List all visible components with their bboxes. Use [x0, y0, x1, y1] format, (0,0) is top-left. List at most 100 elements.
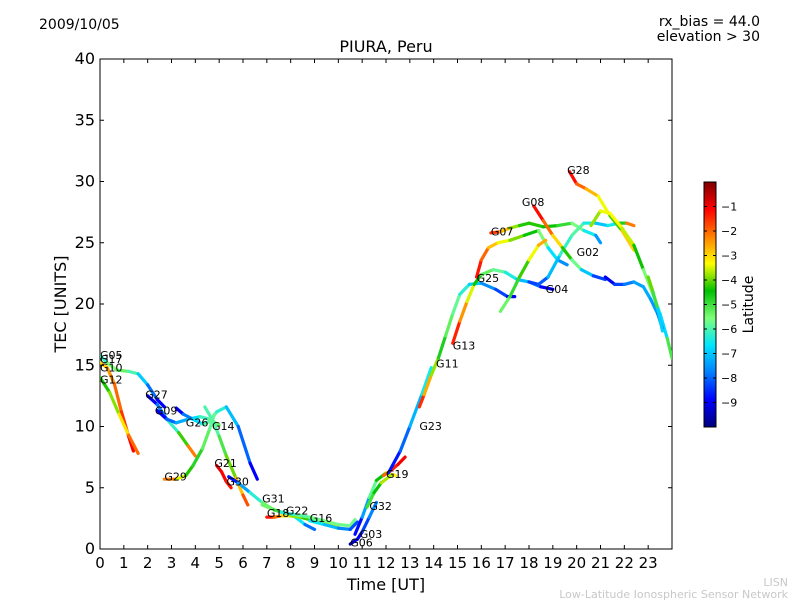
- series-g06: [348, 500, 379, 546]
- x-tick-label: 8: [286, 554, 296, 572]
- colorbar-tick-label: −3: [721, 250, 737, 263]
- series-segment: [336, 526, 352, 532]
- series-segment: [532, 204, 545, 223]
- series-segment: [241, 493, 250, 507]
- series-segment: [184, 464, 195, 478]
- colorbar-tick-label: −8: [721, 372, 737, 385]
- colorbar-tick-label: −1: [721, 201, 737, 214]
- series-segment: [348, 517, 357, 528]
- satellite-label: G09: [155, 404, 178, 417]
- series-segment: [665, 336, 672, 360]
- x-tick-label: 5: [214, 554, 224, 572]
- satellite-label: G22: [286, 505, 309, 518]
- series-g23: [386, 366, 433, 475]
- satellite-label: G17: [100, 353, 123, 366]
- colorbar-tick-label: −4: [721, 274, 737, 287]
- series-segment: [546, 246, 560, 262]
- elevation-label: elevation > 30: [656, 29, 760, 45]
- series-segment: [608, 211, 624, 230]
- x-tick-label: 21: [591, 554, 610, 572]
- series-segment: [498, 295, 512, 313]
- series-segment: [398, 424, 412, 453]
- series-segment: [308, 515, 326, 523]
- series-segment: [146, 383, 159, 402]
- series-segment: [322, 522, 340, 530]
- rx-bias-label: rx_bias = 44.0: [658, 14, 760, 30]
- x-tick-label: 3: [167, 554, 177, 572]
- series-g18: [265, 514, 302, 519]
- series-segment: [379, 473, 393, 485]
- series-segment: [408, 393, 424, 429]
- x-tick-label: 17: [496, 554, 515, 572]
- satellite-label: G16: [310, 512, 333, 525]
- series-segment: [536, 228, 550, 250]
- series-segment: [536, 275, 550, 286]
- y-tick-label: 30: [75, 172, 95, 191]
- series-segment: [360, 515, 371, 534]
- series-g08: [532, 204, 607, 282]
- series-segment: [174, 417, 190, 425]
- series-segment: [200, 427, 212, 451]
- y-tick-label: 0: [85, 539, 95, 558]
- y-tick-label: 5: [85, 478, 95, 497]
- series-g12: [100, 375, 140, 456]
- series-segment: [227, 475, 240, 485]
- series-segment: [248, 461, 259, 481]
- series-segment: [293, 513, 312, 519]
- x-axis-label: Time [UT]: [346, 575, 425, 594]
- x-tick-label: 15: [448, 554, 467, 572]
- series-segment: [107, 390, 121, 416]
- series-segment: [560, 246, 574, 262]
- series-segment: [570, 221, 586, 237]
- series-segment: [181, 412, 195, 421]
- satellite-label: G10: [100, 361, 123, 374]
- series-segment: [417, 393, 426, 409]
- satellite-label: G25: [477, 272, 500, 285]
- satellite-label: G18: [267, 507, 290, 520]
- series-segment: [348, 520, 359, 532]
- series-segment: [367, 500, 379, 519]
- series-segment: [422, 373, 433, 397]
- x-tick-label: 10: [329, 554, 348, 572]
- series-segment: [215, 405, 228, 414]
- series-segment: [651, 290, 660, 311]
- x-tick-label: 19: [543, 554, 562, 572]
- series-segment: [100, 375, 112, 394]
- series-segment: [589, 209, 603, 228]
- series-segment: [479, 246, 491, 262]
- series-segment: [303, 522, 317, 532]
- series-segment: [641, 285, 653, 301]
- series-segment: [570, 221, 586, 233]
- series-g04: [498, 238, 548, 313]
- series-segment: [260, 503, 276, 512]
- y-tick-label: 15: [75, 355, 95, 374]
- series-segment: [219, 470, 228, 484]
- colorbar-tick-label: −6: [721, 323, 737, 336]
- series-segment: [155, 397, 166, 409]
- x-tick-label: 1: [119, 554, 129, 572]
- series-segment: [336, 522, 352, 528]
- series-segment: [527, 221, 545, 229]
- series-segment: [365, 491, 376, 509]
- series-segment: [558, 233, 574, 257]
- series-segment: [367, 478, 379, 500]
- satellite-label: G30: [226, 475, 249, 488]
- series-segment: [224, 405, 240, 429]
- series-segment: [458, 299, 469, 323]
- series-segment: [165, 417, 178, 425]
- series-segment: [498, 226, 512, 234]
- series-segment: [191, 446, 205, 468]
- series-segment: [396, 455, 407, 467]
- series-segment: [429, 356, 441, 377]
- series-segment: [127, 369, 140, 376]
- series-segment: [522, 228, 541, 237]
- satellite-label: G19: [386, 468, 409, 481]
- series-segment: [224, 454, 238, 480]
- series-segment: [127, 433, 140, 456]
- series-segment: [491, 268, 507, 274]
- series-segment: [508, 275, 522, 299]
- satellite-label: G21: [214, 457, 237, 470]
- series-segment: [579, 268, 595, 278]
- series-segment: [555, 258, 569, 267]
